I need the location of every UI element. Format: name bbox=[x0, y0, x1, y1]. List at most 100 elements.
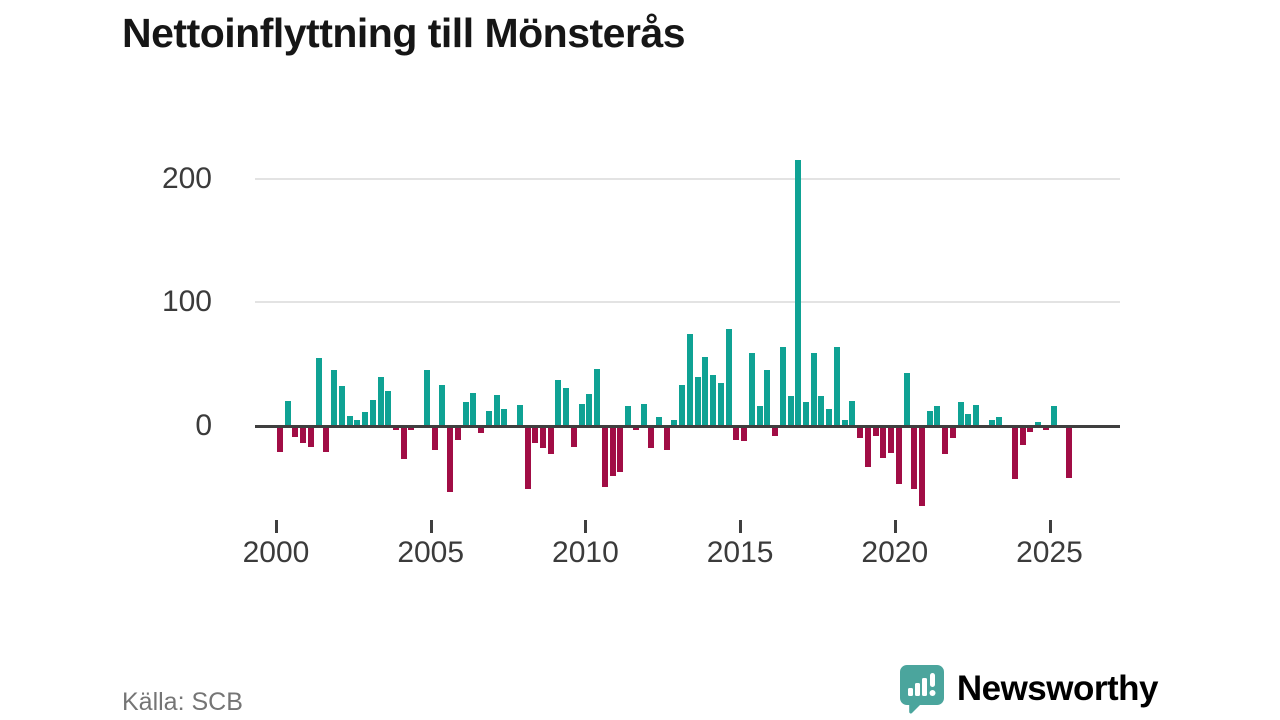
bar-2011-q1 bbox=[617, 426, 623, 472]
x-tick-2020 bbox=[893, 520, 897, 533]
bar-2009-q3 bbox=[571, 426, 577, 448]
bar-2020-q2 bbox=[904, 372, 910, 426]
bar-2020-q3 bbox=[911, 426, 917, 490]
bar-2000-q1 bbox=[277, 426, 283, 452]
bar-2006-q3 bbox=[478, 426, 484, 434]
bar-2020-q1 bbox=[896, 426, 902, 485]
bar-2023-q2 bbox=[996, 417, 1002, 426]
bar-2005-q4 bbox=[455, 426, 461, 440]
gridline-100 bbox=[255, 301, 1120, 304]
bar-2006-q2 bbox=[470, 392, 476, 426]
bar-2022-q2 bbox=[965, 413, 971, 426]
bar-2015-q3 bbox=[757, 406, 763, 426]
bar-2025-q3 bbox=[1066, 426, 1072, 478]
bar-2011-q2 bbox=[625, 406, 631, 426]
bar-2009-q4 bbox=[579, 403, 585, 426]
bar-2023-q4 bbox=[1012, 426, 1018, 480]
bar-2003-q1 bbox=[370, 400, 376, 426]
bar-2018-q2 bbox=[842, 419, 848, 426]
bar-2009-q2 bbox=[563, 387, 569, 426]
bar-2006-q1 bbox=[463, 402, 469, 426]
bar-2002-q3 bbox=[354, 419, 360, 426]
bar-2021-q2 bbox=[934, 406, 940, 426]
x-tick-2005 bbox=[429, 520, 433, 533]
bar-2018-q1 bbox=[834, 346, 840, 426]
y-axis-label-0: 0 bbox=[195, 409, 212, 442]
bar-2000-q2 bbox=[285, 401, 291, 426]
x-axis-label-2020: 2020 bbox=[861, 536, 929, 569]
chart-title: Nettoinflyttning till Mönsterås bbox=[122, 10, 686, 56]
bar-2005-q2 bbox=[439, 385, 445, 426]
bar-2010-q1 bbox=[586, 393, 592, 426]
y-axis-label-200: 200 bbox=[161, 161, 212, 195]
bar-2012-q1 bbox=[648, 426, 654, 449]
bar-2001-q1 bbox=[308, 426, 314, 448]
bar-2020-q4 bbox=[919, 426, 925, 507]
bar-2001-q3 bbox=[323, 426, 329, 452]
bar-2019-q4 bbox=[888, 426, 894, 454]
bar-2007-q4 bbox=[517, 404, 523, 426]
bar-2021-q1 bbox=[927, 411, 933, 426]
bar-2014-q3 bbox=[726, 329, 732, 426]
x-tick-2010 bbox=[584, 520, 588, 533]
bar-2019-q2 bbox=[873, 426, 879, 436]
bar-2013-q4 bbox=[702, 356, 708, 426]
bar-2003-q2 bbox=[378, 376, 384, 426]
bar-2000-q4 bbox=[300, 426, 306, 444]
bar-2002-q2 bbox=[347, 416, 353, 426]
bar-2013-q1 bbox=[679, 385, 685, 426]
bar-2024-q3 bbox=[1035, 422, 1041, 426]
bar-2012-q3 bbox=[664, 426, 670, 450]
bar-2021-q3 bbox=[942, 426, 948, 455]
bar-2014-q2 bbox=[718, 382, 724, 426]
y-axis-label-100: 100 bbox=[161, 285, 212, 319]
bar-2016-q3 bbox=[788, 396, 794, 426]
bar-2015-q2 bbox=[749, 352, 755, 426]
bar-2022-q3 bbox=[973, 404, 979, 426]
bar-2003-q3 bbox=[385, 391, 391, 426]
bar-2010-q3 bbox=[602, 426, 608, 487]
gridline-200 bbox=[255, 177, 1120, 180]
bar-2001-q4 bbox=[331, 370, 337, 426]
bar-2001-q2 bbox=[316, 357, 322, 426]
x-axis-label-2010: 2010 bbox=[552, 536, 619, 569]
bar-2011-q3 bbox=[633, 426, 639, 430]
bar-2014-q4 bbox=[733, 426, 739, 440]
bar-2015-q4 bbox=[764, 370, 770, 426]
x-axis-label-2015: 2015 bbox=[706, 536, 774, 569]
bar-2018-q3 bbox=[849, 401, 855, 426]
bar-2004-q1 bbox=[401, 426, 407, 460]
bar-2007-q2 bbox=[501, 408, 507, 426]
bar-2011-q4 bbox=[641, 403, 647, 426]
bar-2016-q1 bbox=[772, 426, 778, 436]
bar-2013-q2 bbox=[687, 334, 693, 426]
bar-2022-q1 bbox=[958, 402, 964, 426]
bar-2003-q4 bbox=[393, 426, 399, 430]
bar-2018-q4 bbox=[857, 426, 863, 439]
bar-2021-q4 bbox=[950, 426, 956, 439]
x-axis-line bbox=[255, 424, 1120, 428]
brand-wordmark: Newsworthy bbox=[956, 669, 1159, 708]
bar-2010-q4 bbox=[610, 426, 616, 476]
bar-2002-q4 bbox=[362, 412, 368, 426]
bar-2009-q1 bbox=[555, 380, 561, 426]
x-axis-label-2025: 2025 bbox=[1016, 536, 1083, 569]
bar-2016-q2 bbox=[780, 346, 786, 426]
bar-2024-q4 bbox=[1043, 426, 1049, 430]
bar-2017-q4 bbox=[826, 408, 832, 426]
bar-2023-q1 bbox=[989, 419, 995, 426]
bar-2012-q4 bbox=[671, 419, 677, 426]
bar-2013-q3 bbox=[695, 376, 701, 426]
bar-2010-q2 bbox=[594, 369, 600, 426]
bar-chart-speech-bubble-icon bbox=[899, 664, 945, 714]
x-axis-label-2005: 2005 bbox=[397, 536, 465, 569]
bar-2007-q1 bbox=[494, 395, 500, 426]
bar-2019-q3 bbox=[880, 426, 886, 459]
bar-2005-q1 bbox=[432, 426, 438, 450]
bar-2004-q4 bbox=[424, 370, 430, 426]
bar-2012-q2 bbox=[656, 417, 662, 426]
bar-2002-q1 bbox=[339, 386, 345, 426]
bar-2014-q1 bbox=[710, 375, 716, 426]
bar-2019-q1 bbox=[865, 426, 871, 467]
